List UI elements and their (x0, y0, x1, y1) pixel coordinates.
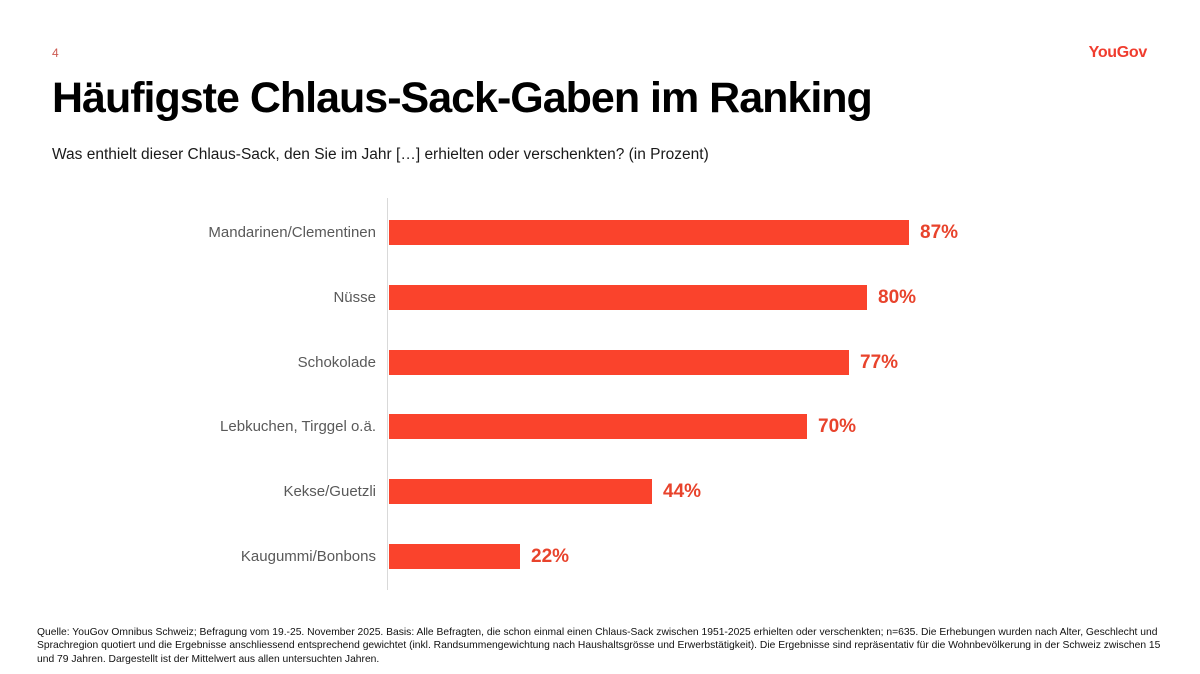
chart-row: Kaugummi/Bonbons 22% (0, 544, 1200, 569)
yougov-logo: YouGov (1088, 44, 1148, 61)
bar (389, 479, 652, 505)
category-label: Lebkuchen, Tirggel o.ä. (220, 418, 376, 436)
value-label: 70% (818, 416, 857, 438)
value-label: 44% (663, 481, 702, 503)
page-number: 4 (52, 46, 59, 60)
chart-row: Schokolade 77% (0, 349, 1200, 375)
category-label: Kekse/Guetzli (283, 483, 376, 501)
chart-row: Lebkuchen, Tirggel o.ä. 70% (0, 414, 1200, 440)
category-label: Mandarinen/Clementinen (208, 224, 376, 241)
chart-row: Mandarinen/Clementinen 87% (0, 220, 1200, 245)
page-title: Häufigste Chlaus-Sack-Gaben im Ranking (52, 74, 873, 122)
value-label: 87% (920, 222, 959, 243)
chart-row: Kekse/Guetzli 44% (0, 479, 1200, 505)
value-label: 80% (878, 286, 917, 308)
category-label: Nüsse (333, 288, 376, 306)
bar (389, 414, 807, 440)
bar-chart: Mandarinen/Clementinen 87% Nüsse 80% Schokol… (0, 198, 1200, 590)
category-label: Schokolade (297, 353, 376, 371)
value-label: 77% (860, 351, 899, 373)
value-label: 22% (531, 546, 570, 567)
bar (389, 220, 909, 245)
category-label: Kaugummi/Bonbons (240, 548, 376, 565)
chart-row: Nüsse 80% (0, 284, 1200, 310)
y-axis-line (387, 198, 388, 590)
bar (389, 544, 520, 569)
bar (389, 349, 849, 375)
chart-subtitle-question: Was enthielt dieser Chlaus-Sack, den Sie… (52, 146, 709, 163)
bar (389, 284, 867, 310)
source-footnote: Quelle: YouGov Omnibus Schweiz; Befragun… (37, 627, 1161, 665)
